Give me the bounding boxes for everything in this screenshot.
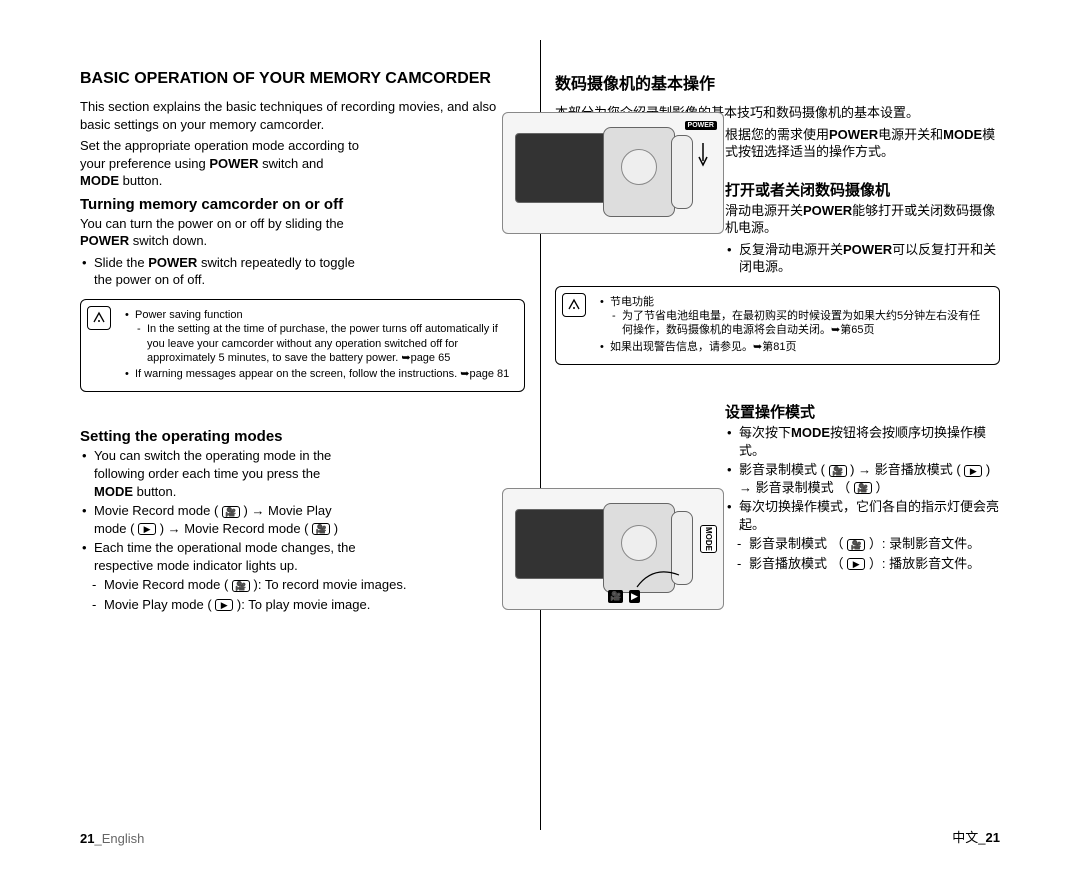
footer-left: 21_English	[80, 831, 144, 846]
right-title: 数码摄像机的基本操作	[555, 70, 1000, 94]
right-sec2-sublist: 影音录制模式 （ 🎥 ）: 录制影音文件。 影音播放模式 （ ▶ ）: 播放影音…	[725, 535, 1000, 572]
left-sec1-b1: Slide the POWER switch repeatedly to tog…	[80, 254, 360, 289]
rnote1-item1: 节电功能 为了节省电池组电量，在最初购买的时候设置为如果大约5分钟左右没有任何操…	[600, 295, 989, 338]
note-icon	[562, 293, 586, 317]
rnote1-item2: 如果出现警告信息，请参见。➥第81页	[600, 340, 989, 354]
right-sec2-title: 设置操作模式	[725, 401, 1000, 422]
right-sec2-list: 每次按下MODE按钮将会按顺序切换操作模式。 影音录制模式 ( 🎥 ) → 影音…	[725, 424, 1000, 533]
right-note1: 节电功能 为了节省电池组电量，在最初购买的时候设置为如果大约5分钟左右没有任何操…	[555, 286, 1000, 365]
left-intro: This section explains the basic techniqu…	[80, 98, 525, 133]
left-sec2-b3: Each time the operational mode changes, …	[80, 539, 360, 574]
mode-label: MODE	[700, 525, 717, 553]
left-sec2-s2: Movie Play mode ( ▶ ): To play movie ima…	[80, 596, 525, 614]
footer-right: 中文_21	[952, 827, 1000, 846]
left-sec2-sublist: Movie Record mode ( 🎥 ): To record movie…	[80, 576, 525, 613]
rec-mode-icon: 🎥	[608, 590, 623, 603]
right-sec2-b1: 每次按下MODE按钮将会按顺序切换操作模式。	[725, 424, 1000, 459]
right-sec2-s1: 影音录制模式 （ 🎥 ）: 录制影音文件。	[725, 535, 1000, 553]
left-title: BASIC OPERATION OF YOUR MEMORY CAMCORDER	[80, 70, 525, 88]
play-mode-icon: ▶	[629, 590, 640, 603]
left-sec2-b2: Movie Record mode ( 🎥 ) → Movie Play mod…	[80, 502, 360, 537]
illustration-mode: MODE 🎥 ▶	[502, 488, 724, 610]
left-column: BASIC OPERATION OF YOUR MEMORY CAMCORDER…	[80, 70, 525, 615]
note1-sub1: In the setting at the time of purchase, …	[135, 322, 514, 365]
right-sec2-s2: 影音播放模式 （ ▶ ）: 播放影音文件。	[725, 555, 1000, 573]
note1-item2: If warning messages appear on the screen…	[125, 367, 514, 381]
left-sec2-s1: Movie Record mode ( 🎥 ): To record movie…	[80, 576, 525, 594]
left-sec2-b1: You can switch the operating mode in the…	[80, 447, 360, 500]
right-sec1-title: 打开或者关闭数码摄像机	[725, 179, 1000, 200]
right-sec1-b1: 反复滑动电源开关POWER可以反复打开和关闭电源。	[725, 241, 1000, 276]
left-intro2: Set the appropriate operation mode accor…	[80, 137, 360, 190]
left-sec2-title: Setting the operating modes	[80, 428, 525, 445]
left-note1: Power saving function In the setting at …	[80, 299, 525, 392]
left-sec1-title: Turning memory camcorder on or off	[80, 196, 525, 213]
right-sec1-p: 滑动电源开关POWER能够打开或关闭数码摄像机电源。	[725, 202, 1000, 237]
right-sec2-b2: 影音录制模式 ( 🎥 ) → 影音播放模式 ( ▶ ) → 影音录制模式 （ 🎥…	[725, 461, 1000, 496]
left-sec1-p: You can turn the power on or off by slid…	[80, 215, 360, 250]
right-sec2-b3: 每次切换操作模式，它们各自的指示灯便会亮起。	[725, 498, 1000, 533]
right-intro2: 根据您的需求使用POWER电源开关和MODE模式按钮选择适当的操作方式。	[725, 126, 1000, 161]
left-sec1-list: Slide the POWER switch repeatedly to tog…	[80, 254, 360, 289]
note-icon	[87, 306, 111, 330]
rnote1-sub1: 为了节省电池组电量，在最初购买的时候设置为如果大约5分钟左右没有任何操作，数码摄…	[610, 309, 989, 338]
left-sec2-list: You can switch the operating mode in the…	[80, 447, 360, 574]
power-label: POWER	[685, 121, 717, 130]
illustration-power: POWER	[502, 112, 724, 234]
note1-item1: Power saving function In the setting at …	[125, 308, 514, 365]
right-sec1-list: 反复滑动电源开关POWER可以反复打开和关闭电源。	[725, 241, 1000, 276]
